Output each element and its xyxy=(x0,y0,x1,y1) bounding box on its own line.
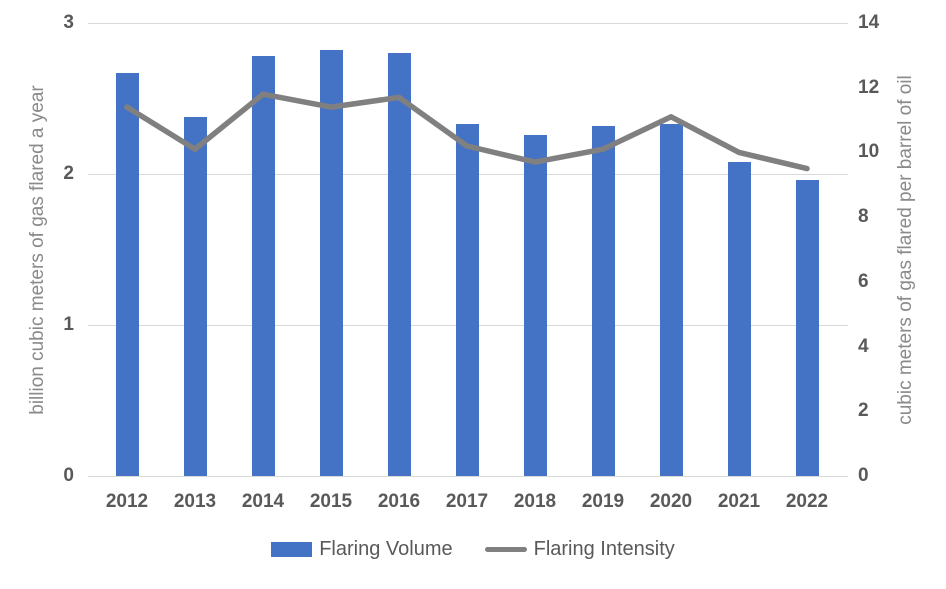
bar-2017 xyxy=(455,124,479,476)
x-axis-label-2019: 2019 xyxy=(581,491,625,512)
bar-2013 xyxy=(183,116,207,476)
x-axis-label-2013: 2013 xyxy=(173,491,217,512)
x-axis-label-2016: 2016 xyxy=(377,491,421,512)
left-axis-tick-0: 0 xyxy=(63,465,74,486)
flaring-intensity-legend-label: Flaring Intensity xyxy=(533,538,675,560)
bar-2022 xyxy=(795,180,819,476)
bar-2021 xyxy=(727,161,751,476)
bar-2018 xyxy=(523,134,547,476)
x-axis-label-2018: 2018 xyxy=(513,491,557,512)
flaring-volume-legend-label: Flaring Volume xyxy=(319,538,453,560)
left-axis-title: billion cubic meters of gas flared a yea… xyxy=(27,85,48,415)
x-axis-label-2015: 2015 xyxy=(309,491,353,512)
right-axis-tick-12: 12 xyxy=(858,76,880,98)
flaring-intensity-swatch xyxy=(484,547,527,552)
plot-area xyxy=(88,23,848,477)
flaring-volume-swatch xyxy=(271,542,313,557)
bar-2019 xyxy=(591,125,615,476)
right-axis-title: cubic meters of gas flared per barrel of… xyxy=(895,75,916,425)
x-axis-label-2017: 2017 xyxy=(445,491,489,512)
right-axis-tick-8: 8 xyxy=(858,206,869,228)
right-axis-tick-4: 4 xyxy=(858,335,869,357)
bar-2015 xyxy=(319,50,343,476)
x-axis-label-2022: 2022 xyxy=(785,491,829,512)
right-axis-tick-10: 10 xyxy=(858,141,880,163)
x-axis-label-2014: 2014 xyxy=(241,491,285,512)
gridline-3 xyxy=(88,23,848,24)
bar-2016 xyxy=(387,53,411,476)
legend: Flaring Volume Flaring Intensity xyxy=(0,538,946,561)
bar-2014 xyxy=(251,56,275,476)
bar-2012 xyxy=(115,72,139,476)
x-axis-label-2020: 2020 xyxy=(649,491,693,512)
right-axis-tick-0: 0 xyxy=(858,465,869,486)
legend-item-flaring-intensity: Flaring Intensity xyxy=(484,538,675,561)
left-axis-tick-2: 2 xyxy=(63,163,74,184)
gridline-0 xyxy=(88,476,848,477)
flaring-intensity-line xyxy=(124,91,810,172)
x-axis-label-2021: 2021 xyxy=(717,491,761,512)
left-axis-tick-1: 1 xyxy=(63,314,74,335)
line-plot xyxy=(124,91,810,172)
right-axis-tick-14: 14 xyxy=(858,12,880,33)
left-axis-tick-3: 3 xyxy=(63,12,74,33)
right-axis-tick-6: 6 xyxy=(858,270,869,292)
bar-2020 xyxy=(659,124,683,476)
legend-item-flaring-volume: Flaring Volume xyxy=(271,538,453,561)
right-axis-tick-2: 2 xyxy=(858,400,869,422)
x-axis-label-2012: 2012 xyxy=(105,491,149,512)
